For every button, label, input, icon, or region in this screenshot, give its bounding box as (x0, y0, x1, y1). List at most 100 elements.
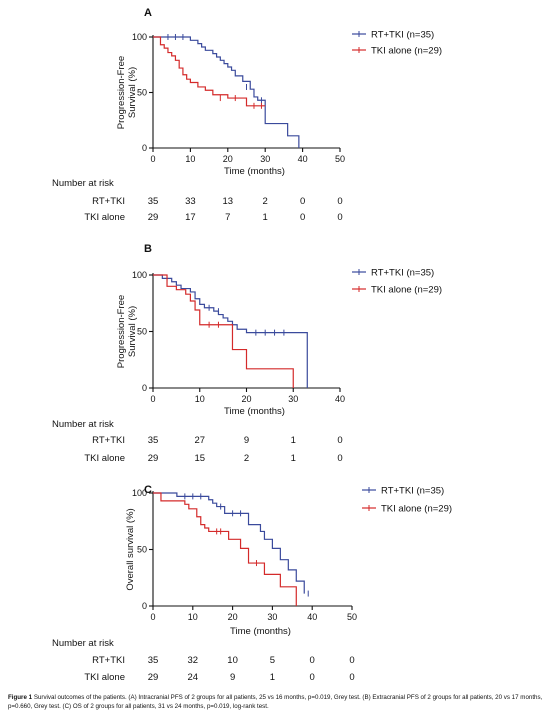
x-tick-label: 40 (298, 154, 308, 164)
x-tick-label: 20 (223, 154, 233, 164)
x-tick-label: 30 (267, 612, 277, 622)
y-tick-label: 0 (142, 601, 147, 611)
risk-value: 32 (188, 655, 199, 666)
series-line-tki-alone (153, 492, 297, 606)
risk-value: 1 (270, 672, 275, 683)
risk-row-label: TKI alone (84, 212, 125, 223)
risk-value: 0 (310, 655, 315, 666)
y-tick-label: 100 (132, 488, 147, 498)
y-tick-label: 100 (132, 270, 147, 280)
x-tick-label: 0 (150, 394, 155, 404)
x-tick-label: 0 (150, 154, 155, 164)
risk-row-label: TKI alone (84, 672, 125, 683)
x-tick-label: 10 (188, 612, 198, 622)
y-axis-label-line: Survival (%) (127, 306, 138, 357)
x-tick-label: 40 (335, 394, 345, 404)
risk-table-header: Number at risk (52, 419, 114, 430)
risk-value: 0 (337, 196, 342, 207)
panel-label: C (144, 484, 152, 496)
x-tick-label: 50 (347, 612, 357, 622)
y-tick-label: 50 (137, 327, 147, 337)
risk-value: 1 (263, 212, 268, 223)
risk-value: 0 (300, 212, 305, 223)
risk-value: 24 (188, 672, 199, 683)
caption-label: Figure 1 (8, 694, 33, 701)
risk-value: 35 (148, 655, 159, 666)
risk-value: 7 (225, 212, 230, 223)
risk-table-header: Number at risk (52, 178, 114, 189)
risk-value: 0 (300, 196, 305, 207)
y-tick-label: 50 (137, 545, 147, 555)
risk-value: 9 (244, 435, 249, 446)
risk-row-label: TKI alone (84, 453, 125, 464)
risk-value: 13 (223, 196, 234, 207)
risk-value: 0 (310, 672, 315, 683)
risk-value: 2 (244, 453, 249, 464)
risk-value: 5 (270, 655, 275, 666)
series-line-tki-alone (153, 274, 294, 388)
series-line-tki-alone (153, 36, 266, 107)
x-tick-label: 20 (241, 394, 251, 404)
x-tick-label: 30 (288, 394, 298, 404)
risk-value: 1 (291, 435, 296, 446)
y-tick-label: 100 (132, 32, 147, 42)
x-tick-label: 10 (185, 154, 195, 164)
caption-text: Survival outcomes of the patients. (A) I… (8, 694, 543, 710)
figure-caption: Figure 1 Survival outcomes of the patien… (8, 693, 544, 711)
x-tick-label: 20 (228, 612, 238, 622)
y-axis-label-line: Progression-Free (116, 56, 127, 129)
x-tick-label: 0 (150, 612, 155, 622)
y-axis-label-line: Progression-Free (116, 295, 127, 368)
y-axis-label-line: Survival (%) (127, 67, 138, 118)
y-axis-label: Progression-FreeSurvival (%) (116, 56, 138, 129)
risk-value: 29 (148, 453, 159, 464)
legend-entry: RT+TKI (n=35) (371, 30, 434, 41)
risk-value: 0 (337, 212, 342, 223)
risk-value: 17 (185, 212, 196, 223)
x-axis-label: Time (months) (224, 406, 285, 417)
risk-value: 35 (148, 435, 159, 446)
risk-value: 27 (194, 435, 205, 446)
risk-value: 1 (291, 453, 296, 464)
risk-value: 0 (349, 672, 354, 683)
risk-value: 10 (227, 655, 238, 666)
y-axis-label: Progression-FreeSurvival (%) (116, 295, 138, 368)
risk-row-label: RT+TKI (92, 196, 125, 207)
y-tick-label: 0 (142, 383, 147, 393)
y-tick-label: 0 (142, 143, 147, 153)
series-line-rt-tki (153, 274, 308, 388)
chart-panel-b: B0 10 20 30 40050100Progression-FreeSurvival… (52, 243, 442, 464)
risk-table-header: Number at risk (52, 638, 114, 649)
x-axis-label: Time (months) (230, 626, 291, 637)
risk-value: 29 (148, 212, 159, 223)
y-axis-label: Overall survival (%) (125, 508, 136, 590)
chart-panel-a: A0 10 20 30 40 50050100Progression-FreeSurviv… (52, 7, 442, 223)
risk-value: 2 (263, 196, 268, 207)
risk-value: 35 (148, 196, 159, 207)
risk-value: 15 (194, 453, 205, 464)
risk-value: 0 (337, 435, 342, 446)
legend-entry: RT+TKI (n=35) (381, 486, 444, 497)
risk-value: 0 (349, 655, 354, 666)
panel-label: A (144, 7, 152, 19)
x-axis-label: Time (months) (224, 166, 285, 177)
x-tick-label: 50 (335, 154, 345, 164)
risk-value: 0 (337, 453, 342, 464)
legend-entry: TKI alone (n=29) (371, 46, 442, 57)
panel-label: B (144, 243, 152, 255)
series-line-rt-tki (153, 36, 300, 148)
risk-row-label: RT+TKI (92, 655, 125, 666)
risk-value: 29 (148, 672, 159, 683)
legend-entry: TKI alone (n=29) (381, 504, 452, 515)
risk-value: 33 (185, 196, 196, 207)
x-tick-label: 10 (195, 394, 205, 404)
legend-entry: RT+TKI (n=35) (371, 268, 434, 279)
risk-value: 9 (230, 672, 235, 683)
risk-row-label: RT+TKI (92, 435, 125, 446)
x-tick-label: 40 (307, 612, 317, 622)
x-tick-label: 30 (260, 154, 270, 164)
legend-entry: TKI alone (n=29) (371, 285, 442, 296)
y-tick-label: 50 (137, 88, 147, 98)
